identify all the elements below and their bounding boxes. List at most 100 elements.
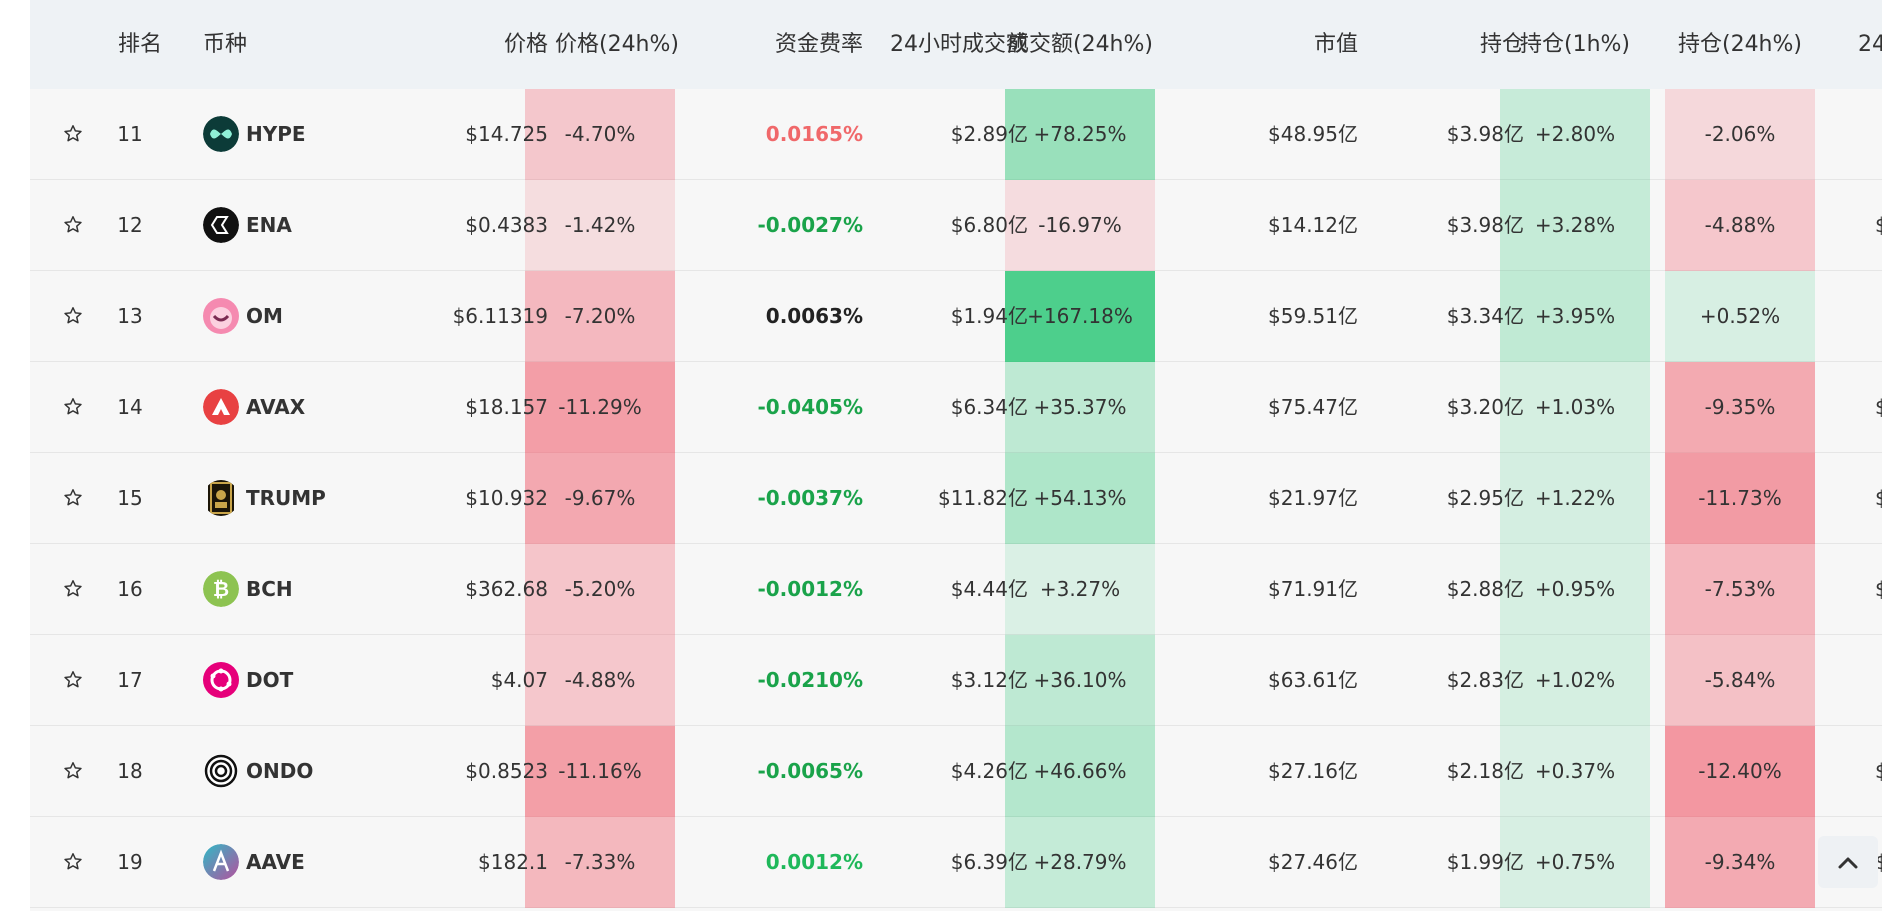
header-price-change[interactable]: 价格(24h%): [554, 32, 679, 57]
next-column-partial: $: [1875, 395, 1882, 419]
price-change-cell: -4.70%: [525, 89, 675, 180]
header-open-interest[interactable]: 持仓: [1479, 32, 1524, 57]
table-row[interactable]: -4.70% +78.25% +2.80% -2.06% 11 HYPE $14.725 0.…: [30, 89, 1882, 180]
price-change-cell: -5.20%: [525, 544, 675, 635]
coin-symbol[interactable]: ENA: [246, 213, 292, 237]
favorite-star-icon[interactable]: [62, 305, 84, 327]
table-row[interactable]: -9.67% +54.13% +1.22% -11.73% 15 TRUMP $10.932…: [30, 453, 1882, 544]
rank-cell: 15: [117, 486, 143, 510]
table-row[interactable]: -7.20% +167.18% +3.95% +0.52% 13 OM $6.11319 0.…: [30, 271, 1882, 362]
market-cap-cell: $75.47亿: [1268, 395, 1358, 419]
header-funding-rate[interactable]: 资金费率: [774, 32, 863, 57]
volume-24h-cell: $6.34亿: [950, 395, 1028, 419]
price-cell: $10.932: [465, 486, 548, 510]
volume-change-cell: +46.66%: [1005, 726, 1155, 817]
oi-1h-change-cell: +0.37%: [1500, 726, 1650, 817]
trump-icon: [203, 480, 239, 516]
coin-symbol[interactable]: BCH: [246, 577, 293, 601]
price-cell: $4.07: [490, 668, 548, 692]
oi-1h-change-cell: +2.80%: [1500, 89, 1650, 180]
favorite-star-icon[interactable]: [62, 851, 84, 873]
oi-24h-change-cell: -2.06%: [1665, 89, 1815, 180]
ena-icon: [203, 207, 239, 243]
header-oi-1h[interactable]: 持仓(1h%): [1519, 32, 1630, 57]
volume-change-cell: +78.25%: [1005, 89, 1155, 180]
header-next-partial[interactable]: 24: [1858, 32, 1882, 57]
coin-symbol[interactable]: OM: [246, 304, 283, 328]
open-interest-cell: $3.98亿: [1446, 122, 1524, 146]
rank-cell: 13: [117, 304, 143, 328]
volume-change-cell: +3.27%: [1005, 544, 1155, 635]
table-row[interactable]: -1.42% -16.97% +3.28% -4.88% 12 ENA $0.4383 -0.…: [30, 180, 1882, 271]
price-cell: $362.68: [465, 577, 548, 601]
favorite-star-icon[interactable]: [62, 123, 84, 145]
funding-rate-cell: -0.0037%: [757, 486, 863, 510]
open-interest-cell: $2.83亿: [1446, 668, 1524, 692]
coin-symbol[interactable]: ONDO: [246, 759, 314, 783]
favorite-star-icon[interactable]: [62, 396, 84, 418]
coin-symbol[interactable]: AVAX: [246, 395, 306, 419]
next-column-partial: $: [1875, 213, 1882, 237]
open-interest-cell: $2.95亿: [1446, 486, 1524, 510]
oi-1h-change-cell: +1.22%: [1500, 453, 1650, 544]
funding-rate-cell: -0.0405%: [757, 395, 863, 419]
table-row[interactable]: -11.29% +35.37% +1.03% -9.35% 14 AVAX $18.157 -…: [30, 362, 1882, 453]
coin-symbol[interactable]: HYPE: [246, 122, 306, 146]
open-interest-cell: $2.88亿: [1446, 577, 1524, 601]
price-cell: $14.725: [465, 122, 548, 146]
table-row[interactable]: -7.33% +28.79% +0.75% -9.34% 19 AAVE $182.1 0.0…: [30, 817, 1882, 908]
volume-change-cell: +167.18%: [1005, 271, 1155, 362]
volume-change-cell: +36.10%: [1005, 635, 1155, 726]
table-header: 排名 币种 价格 价格(24h%) 资金费率 24小时成交额 成交额(24h%)…: [30, 0, 1882, 89]
rank-cell: 14: [117, 395, 143, 419]
avax-icon: [203, 389, 239, 425]
market-cap-cell: $14.12亿: [1268, 213, 1358, 237]
dot-icon: [203, 662, 239, 698]
header-volume-change[interactable]: 成交额(24h%): [1006, 32, 1153, 57]
volume-24h-cell: $4.26亿: [950, 759, 1028, 783]
table-row[interactable]: -5.20% +3.27% +0.95% -7.53% 16 ₿ BCH $362.68 -0.…: [30, 544, 1882, 635]
favorite-star-icon[interactable]: [62, 760, 84, 782]
funding-rate-cell: 0.0063%: [765, 304, 863, 328]
oi-1h-change-cell: +0.95%: [1500, 544, 1650, 635]
rank-cell: 17: [117, 668, 143, 692]
om-icon: [203, 298, 239, 334]
coin-symbol[interactable]: AAVE: [246, 850, 305, 874]
header-volume-24h[interactable]: 24小时成交额: [890, 32, 1028, 57]
header-coin[interactable]: 币种: [203, 32, 248, 57]
price-cell: $0.4383: [465, 213, 548, 237]
scroll-to-top-button[interactable]: [1818, 836, 1878, 888]
oi-24h-change-cell: -11.73%: [1665, 453, 1815, 544]
market-cap-cell: $71.91亿: [1268, 577, 1358, 601]
price-cell: $0.8523: [465, 759, 548, 783]
oi-24h-change-cell: -9.34%: [1665, 817, 1815, 908]
futures-ranking-table: 排名 币种 价格 价格(24h%) 资金费率 24小时成交额 成交额(24h%)…: [30, 0, 1882, 911]
favorite-star-icon[interactable]: [62, 487, 84, 509]
volume-24h-cell: $3.12亿: [950, 668, 1028, 692]
table-row[interactable]: -11.16% +46.66% +0.37% -12.40% 18 ONDO $0.8523…: [30, 726, 1882, 817]
coin-symbol[interactable]: TRUMP: [246, 486, 326, 510]
aave-icon: [203, 844, 239, 880]
header-price[interactable]: 价格: [503, 32, 548, 57]
header-rank[interactable]: 排名: [118, 32, 163, 57]
price-cell: $18.157: [465, 395, 548, 419]
bch-icon: ₿: [203, 571, 239, 607]
open-interest-cell: $1.99亿: [1446, 850, 1524, 874]
header-market-cap[interactable]: 市值: [1313, 32, 1358, 57]
oi-1h-change-cell: +3.28%: [1500, 180, 1650, 271]
funding-rate-cell: -0.0210%: [757, 668, 863, 692]
price-change-cell: -11.29%: [525, 362, 675, 453]
header-oi-24h[interactable]: 持仓(24h%): [1677, 32, 1802, 57]
funding-rate-cell: 0.0012%: [765, 850, 863, 874]
favorite-star-icon[interactable]: [62, 578, 84, 600]
market-cap-cell: $27.46亿: [1268, 850, 1358, 874]
open-interest-cell: $3.34亿: [1446, 304, 1524, 328]
oi-24h-change-cell: -4.88%: [1665, 180, 1815, 271]
oi-24h-change-cell: +0.52%: [1665, 271, 1815, 362]
table-row[interactable]: -4.88% +36.10% +1.02% -5.84% 17 DOT $4.07 -0.02…: [30, 635, 1882, 726]
market-cap-cell: $21.97亿: [1268, 486, 1358, 510]
coin-symbol[interactable]: DOT: [246, 668, 294, 692]
favorite-star-icon[interactable]: [62, 669, 84, 691]
price-change-cell: -4.88%: [525, 635, 675, 726]
favorite-star-icon[interactable]: [62, 214, 84, 236]
